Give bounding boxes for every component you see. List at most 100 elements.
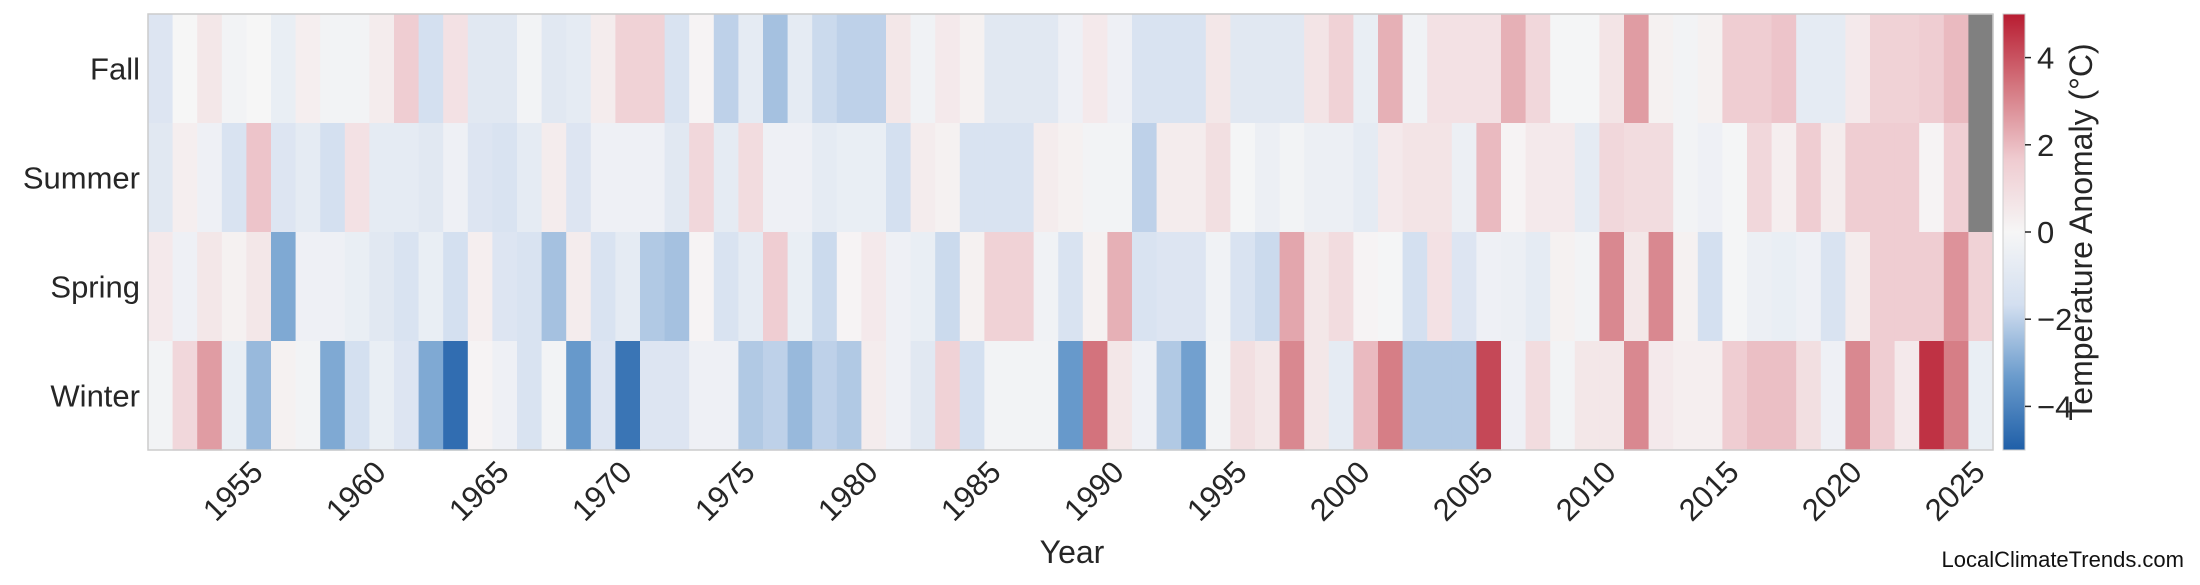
heatmap-cell-spring-1991 — [1132, 232, 1158, 342]
heatmap-cell-winter-1987 — [1033, 341, 1059, 451]
heatmap-cell-fall-1953 — [197, 14, 223, 124]
heatmap-cell-winter-1980 — [861, 341, 887, 451]
heatmap-cell-summer-2012 — [1648, 123, 1674, 233]
heatmap-cell-winter-2004 — [1451, 341, 1477, 451]
heatmap-cell-fall-1959 — [344, 14, 370, 124]
heatmap-cell-spring-2001 — [1378, 232, 1404, 342]
heatmap-cell-summer-1958 — [320, 123, 346, 233]
heatmap-cell-summer-1962 — [418, 123, 444, 233]
heatmap-cell-summer-1952 — [172, 123, 198, 233]
heatmap-cell-spring-2018 — [1796, 232, 1822, 342]
heatmap-cell-fall-2004 — [1451, 14, 1477, 124]
heatmap-cell-spring-2023 — [1919, 232, 1945, 342]
heatmap-cell-winter-1995 — [1230, 341, 1256, 451]
heatmap-cell-summer-1955 — [246, 123, 272, 233]
heatmap-cell-winter-1975 — [738, 341, 764, 451]
heatmap-cell-fall-1969 — [590, 14, 616, 124]
heatmap-cell-summer-1963 — [443, 123, 469, 233]
x-tick-label-1990: 1990 — [1057, 454, 1131, 528]
heatmap-cell-spring-2016 — [1747, 232, 1773, 342]
heatmap-cell-spring-2012 — [1648, 232, 1674, 342]
heatmap-cell-spring-1951 — [148, 232, 174, 342]
heatmap-cell-summer-1951 — [148, 123, 174, 233]
heatmap-cell-fall-2021 — [1870, 14, 1896, 124]
heatmap-cell-summer-2015 — [1722, 123, 1748, 233]
heatmap-cell-spring-1995 — [1230, 232, 1256, 342]
heatmap-cell-winter-2013 — [1673, 341, 1699, 451]
heatmap-cell-winter-1969 — [590, 341, 616, 451]
heatmap-cell-spring-2017 — [1771, 232, 1797, 342]
heatmap-cell-summer-1976 — [763, 123, 789, 233]
heatmap-cell-winter-1994 — [1205, 341, 1231, 451]
heatmap-cell-winter-1998 — [1304, 341, 1330, 451]
heatmap-cell-winter-1996 — [1255, 341, 1281, 451]
heatmap-cell-fall-1971 — [640, 14, 666, 124]
heatmap-cell-summer-1990 — [1107, 123, 1133, 233]
heatmap-cell-fall-2024 — [1943, 14, 1969, 124]
heatmap-cell-summer-1960 — [369, 123, 395, 233]
heatmap-cell-winter-1986 — [1009, 341, 1035, 451]
heatmap-cell-fall-1993 — [1181, 14, 1207, 124]
heatmap-cell-spring-1997 — [1279, 232, 1305, 342]
heatmap-cell-fall-2007 — [1525, 14, 1551, 124]
heatmap-cell-fall-1961 — [394, 14, 420, 124]
heatmap-cell-spring-1998 — [1304, 232, 1330, 342]
heatmap-cell-spring-1989 — [1082, 232, 1108, 342]
heatmap-cell-summer-2019 — [1820, 123, 1846, 233]
heatmap-cell-spring-1967 — [541, 232, 567, 342]
heatmap-cell-summer-2000 — [1353, 123, 1379, 233]
heatmap-cell-spring-1972 — [664, 232, 690, 342]
heatmap-cell-fall-2020 — [1845, 14, 1871, 124]
heatmap-cell-summer-2003 — [1427, 123, 1453, 233]
heatmap-cell-spring-2024 — [1943, 232, 1969, 342]
heatmap-cell-summer-1994 — [1205, 123, 1231, 233]
heatmap-cell-winter-1976 — [763, 341, 789, 451]
heatmap-cell-summer-1971 — [640, 123, 666, 233]
heatmap-cell-summer-2006 — [1501, 123, 1527, 233]
heatmap-cell-spring-1990 — [1107, 232, 1133, 342]
heatmap-cell-spring-1971 — [640, 232, 666, 342]
heatmap-cells — [148, 14, 1994, 451]
heatmap-cell-fall-2001 — [1378, 14, 1404, 124]
heatmap-cell-fall-1989 — [1082, 14, 1108, 124]
heatmap-cell-winter-1970 — [615, 341, 641, 451]
heatmap-cell-winter-1978 — [812, 341, 838, 451]
heatmap-cell-winter-1993 — [1181, 341, 1207, 451]
heatmap-cell-fall-1958 — [320, 14, 346, 124]
heatmap-cell-summer-1993 — [1181, 123, 1207, 233]
heatmap-cell-spring-1992 — [1156, 232, 1182, 342]
heatmap-cell-fall-1952 — [172, 14, 198, 124]
heatmap-cell-winter-1997 — [1279, 341, 1305, 451]
heatmap-cell-fall-2025 — [1968, 14, 1994, 124]
heatmap-cell-summer-1964 — [467, 123, 493, 233]
heatmap-cell-spring-2007 — [1525, 232, 1551, 342]
heatmap-cell-spring-1954 — [221, 232, 247, 342]
heatmap-cell-winter-1965 — [492, 341, 518, 451]
x-tick-label-2005: 2005 — [1426, 454, 1500, 528]
heatmap-cell-winter-2005 — [1476, 341, 1502, 451]
heatmap-cell-fall-1951 — [148, 14, 174, 124]
heatmap-cell-fall-1977 — [787, 14, 813, 124]
heatmap-cell-summer-1999 — [1328, 123, 1354, 233]
heatmap-cell-fall-2008 — [1550, 14, 1576, 124]
x-tick-label-1980: 1980 — [811, 454, 885, 528]
heatmap-cell-summer-1978 — [812, 123, 838, 233]
heatmap-cell-spring-1966 — [517, 232, 543, 342]
heatmap-cell-spring-2015 — [1722, 232, 1748, 342]
x-tick-label-2020: 2020 — [1795, 454, 1869, 528]
heatmap-cell-summer-1979 — [836, 123, 862, 233]
heatmap-cell-winter-1983 — [935, 341, 961, 451]
x-tick-label-2000: 2000 — [1303, 454, 1377, 528]
heatmap-cell-spring-1996 — [1255, 232, 1281, 342]
y-tick-label-spring: Spring — [50, 270, 140, 305]
heatmap-cell-summer-2013 — [1673, 123, 1699, 233]
heatmap-cell-summer-2004 — [1451, 123, 1477, 233]
heatmap-cell-winter-2002 — [1402, 341, 1428, 451]
heatmap-cell-fall-2015 — [1722, 14, 1748, 124]
heatmap-cell-winter-2024 — [1943, 341, 1969, 451]
heatmap-cell-summer-1992 — [1156, 123, 1182, 233]
y-tick-label-fall: Fall — [90, 52, 140, 87]
heatmap-cell-fall-2005 — [1476, 14, 1502, 124]
heatmap-cell-winter-1982 — [910, 341, 936, 451]
heatmap-cell-spring-1952 — [172, 232, 198, 342]
